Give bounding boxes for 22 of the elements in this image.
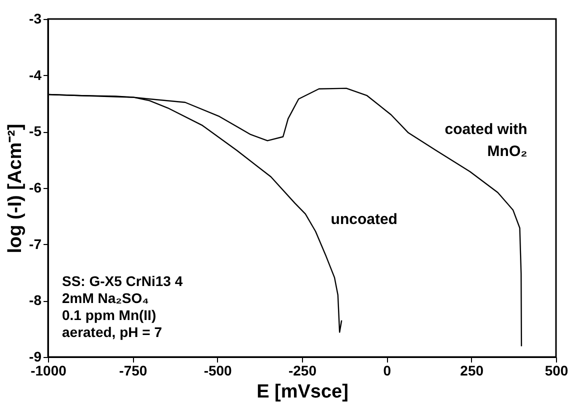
y-tick-label: -7 <box>29 236 42 252</box>
y-axis-title: log (-I) [Acm⁻²] <box>5 124 26 254</box>
x-tick-label: 500 <box>544 362 568 378</box>
annotation: aerated, pH = 7 <box>62 324 162 340</box>
x-tick-label: -250 <box>288 362 317 378</box>
y-tick-label: -8 <box>29 292 42 308</box>
y-tick-label: -6 <box>29 180 42 196</box>
y-tick-label: -5 <box>29 123 42 140</box>
series-label: coated with MnO₂ <box>444 120 528 160</box>
y-tick-label: -4 <box>29 66 42 83</box>
y-tick-label: -9 <box>29 348 42 364</box>
x-tick-label: -500 <box>204 362 232 378</box>
x-tick-label: -750 <box>119 362 148 378</box>
x-tick-label: -1000 <box>30 362 67 378</box>
annotation: 2mM Na₂SO₄ <box>62 290 149 306</box>
annotation: SS: G-X5 CrNi13 4 <box>62 273 183 289</box>
x-tick-label: 0 <box>383 362 392 378</box>
x-tick-label: 250 <box>460 362 484 378</box>
y-tick-label: -3 <box>29 10 42 26</box>
series-label: uncoated <box>330 210 398 228</box>
annotation: 0.1 ppm Mn(II) <box>62 307 156 323</box>
x-axis-title: E [mVsce] <box>256 382 348 402</box>
